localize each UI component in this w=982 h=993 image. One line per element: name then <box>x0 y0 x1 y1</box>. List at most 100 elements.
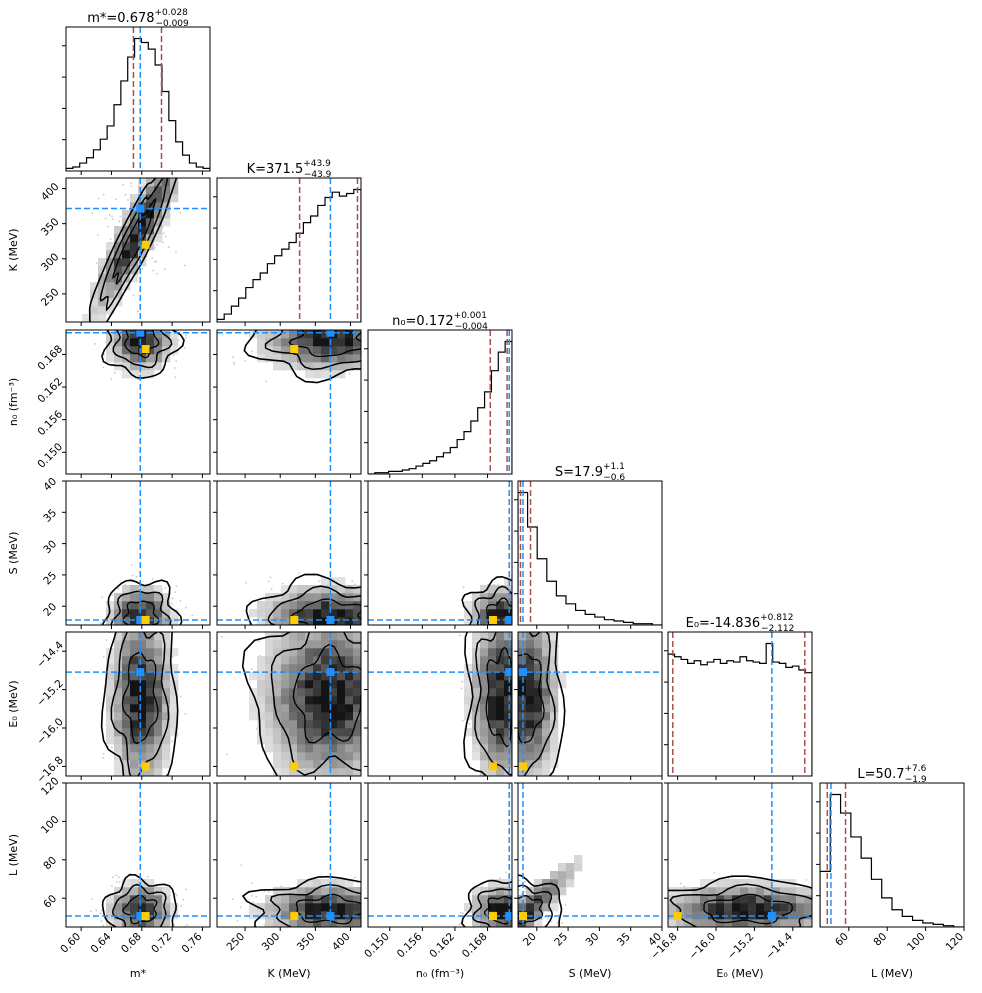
sample-point <box>528 609 530 611</box>
density-cell <box>504 601 512 610</box>
density-cell <box>748 879 757 888</box>
sample-point <box>134 317 136 319</box>
x-tick-label-S: 30 <box>584 931 602 949</box>
sample-point <box>520 892 523 895</box>
density-cell <box>305 903 314 912</box>
density-cell <box>265 354 274 363</box>
sample-point <box>143 933 145 935</box>
sample-point <box>375 663 377 665</box>
density-cell <box>542 704 551 713</box>
sample-point <box>353 630 355 632</box>
density-cell <box>170 664 179 673</box>
density-cell <box>518 895 527 904</box>
sample-point <box>641 883 643 885</box>
density-cell <box>764 903 773 912</box>
sample-point <box>146 875 149 878</box>
best-fit-marker <box>141 912 150 921</box>
density-cell <box>337 656 346 665</box>
density-cell <box>162 194 171 203</box>
sample-point <box>546 613 548 615</box>
density-cell <box>345 640 354 649</box>
sample-point <box>384 665 386 667</box>
density-cell <box>518 752 527 761</box>
density-cell <box>122 919 131 927</box>
density-cell <box>154 903 163 912</box>
density-cell <box>480 648 489 657</box>
density-cell <box>345 680 354 689</box>
density-cell <box>488 736 497 745</box>
sample-point <box>513 673 515 675</box>
density-cell <box>313 895 322 904</box>
density-cell <box>321 593 330 602</box>
density-cell <box>162 744 171 753</box>
density-cell <box>534 712 543 721</box>
sample-point <box>774 933 776 935</box>
density-cell <box>496 640 505 649</box>
density-cell <box>313 648 322 657</box>
sample-point <box>542 911 545 913</box>
sample-point <box>172 354 175 357</box>
y-tick-label-K: 350 <box>39 216 62 239</box>
sample-point <box>148 628 150 630</box>
density-cell <box>534 760 543 769</box>
sample-point <box>856 935 858 937</box>
sample-point <box>120 307 122 309</box>
density-cell <box>534 672 543 681</box>
density-cell <box>796 911 805 920</box>
sample-point <box>314 785 316 787</box>
sample-point <box>324 324 326 326</box>
sample-point <box>513 633 515 635</box>
density-cell <box>138 672 147 681</box>
density-cell <box>249 903 258 912</box>
density-cell <box>345 632 354 641</box>
sample-point <box>543 600 545 602</box>
sample-point <box>845 889 847 891</box>
density-cell <box>772 879 781 888</box>
density-cell <box>305 911 314 920</box>
contour-0 <box>518 874 563 927</box>
sample-point <box>120 625 122 627</box>
sample-point <box>513 887 515 889</box>
density-cell <box>114 712 123 721</box>
density-cell <box>740 919 749 927</box>
density-cell <box>114 266 123 275</box>
density-cell <box>716 879 725 888</box>
sample-point <box>369 608 371 610</box>
y-tick-label-K: 250 <box>39 286 62 309</box>
density-cell <box>289 728 298 737</box>
density-cell <box>321 338 330 347</box>
density-cell <box>289 338 298 347</box>
sample-point <box>131 142 133 144</box>
sample-point <box>543 606 545 608</box>
density-cell <box>138 338 147 347</box>
sample-point <box>371 923 373 925</box>
density-cell <box>472 895 481 904</box>
sample-point <box>397 660 399 662</box>
density-cell <box>265 720 274 729</box>
contour-2 <box>292 643 361 744</box>
density-cell <box>472 640 481 649</box>
density-cell <box>496 744 505 753</box>
density-cell <box>337 712 346 721</box>
density-cell <box>496 609 505 618</box>
sample-point <box>526 611 528 613</box>
sample-point <box>515 903 517 905</box>
panel-frame <box>65 329 211 475</box>
sample-point <box>425 608 427 610</box>
density-cell <box>273 593 282 602</box>
sample-point <box>413 738 415 740</box>
density-cell <box>550 648 559 657</box>
sample-point <box>514 902 516 904</box>
density-cell <box>496 680 505 689</box>
sample-point <box>513 618 515 620</box>
sample-point <box>514 913 516 915</box>
sample-point <box>168 928 170 930</box>
density-cell <box>305 370 314 379</box>
density-cell <box>273 346 282 355</box>
x-tick-label-n0: 0.156 <box>395 930 425 960</box>
density-cell <box>480 617 489 625</box>
sample-point <box>380 581 382 583</box>
density-cell <box>764 887 773 896</box>
sample-point <box>149 319 151 321</box>
sample-point <box>265 380 267 383</box>
